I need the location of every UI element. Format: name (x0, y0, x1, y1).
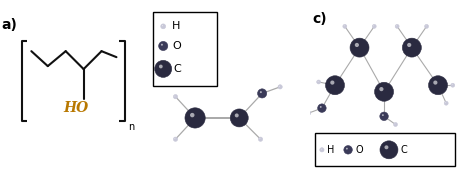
Circle shape (343, 24, 347, 28)
Circle shape (278, 85, 282, 89)
Circle shape (161, 24, 165, 29)
FancyBboxPatch shape (315, 133, 455, 166)
Circle shape (307, 111, 311, 115)
Circle shape (230, 109, 248, 127)
Circle shape (425, 24, 428, 28)
Text: H: H (327, 145, 335, 155)
Circle shape (396, 25, 397, 26)
Circle shape (384, 145, 388, 149)
Circle shape (373, 25, 374, 26)
Text: O: O (356, 145, 363, 155)
Circle shape (173, 95, 178, 99)
Circle shape (190, 113, 194, 117)
Circle shape (407, 43, 411, 47)
Circle shape (260, 91, 262, 93)
Circle shape (320, 148, 324, 152)
Circle shape (393, 122, 398, 126)
Circle shape (279, 86, 280, 87)
Circle shape (321, 149, 322, 150)
Circle shape (320, 106, 322, 108)
Circle shape (162, 25, 163, 26)
Circle shape (259, 138, 260, 139)
Circle shape (346, 148, 348, 150)
Circle shape (159, 41, 168, 51)
Text: n: n (128, 122, 134, 132)
Circle shape (159, 65, 163, 68)
Circle shape (402, 38, 421, 57)
Text: a): a) (1, 18, 18, 32)
Circle shape (355, 43, 359, 47)
Circle shape (174, 138, 175, 139)
Circle shape (258, 137, 263, 141)
Circle shape (318, 81, 319, 82)
Text: b): b) (152, 12, 168, 26)
Circle shape (235, 113, 239, 117)
Circle shape (344, 145, 352, 154)
FancyBboxPatch shape (154, 12, 217, 86)
Circle shape (326, 76, 345, 95)
Circle shape (155, 60, 172, 77)
Circle shape (380, 112, 388, 121)
Text: HO: HO (64, 101, 89, 115)
Circle shape (426, 25, 427, 26)
Circle shape (379, 87, 383, 91)
Circle shape (185, 108, 205, 128)
Text: C: C (401, 145, 407, 155)
Circle shape (318, 104, 326, 112)
Circle shape (451, 83, 455, 87)
Text: O: O (172, 41, 181, 51)
Text: C: C (174, 64, 182, 74)
Circle shape (344, 25, 345, 26)
Circle shape (350, 38, 369, 57)
Text: H: H (172, 21, 181, 31)
Circle shape (173, 137, 178, 141)
Circle shape (445, 102, 446, 103)
Circle shape (380, 141, 398, 159)
Circle shape (444, 101, 448, 105)
Circle shape (161, 44, 163, 46)
Circle shape (317, 80, 320, 84)
Circle shape (374, 82, 393, 101)
Circle shape (330, 81, 335, 85)
Circle shape (372, 24, 376, 28)
Text: c): c) (312, 12, 327, 26)
Circle shape (257, 89, 267, 98)
Circle shape (428, 76, 447, 95)
Circle shape (308, 112, 309, 113)
Circle shape (395, 24, 399, 28)
Circle shape (433, 81, 438, 85)
Circle shape (452, 84, 453, 85)
Circle shape (382, 114, 384, 116)
